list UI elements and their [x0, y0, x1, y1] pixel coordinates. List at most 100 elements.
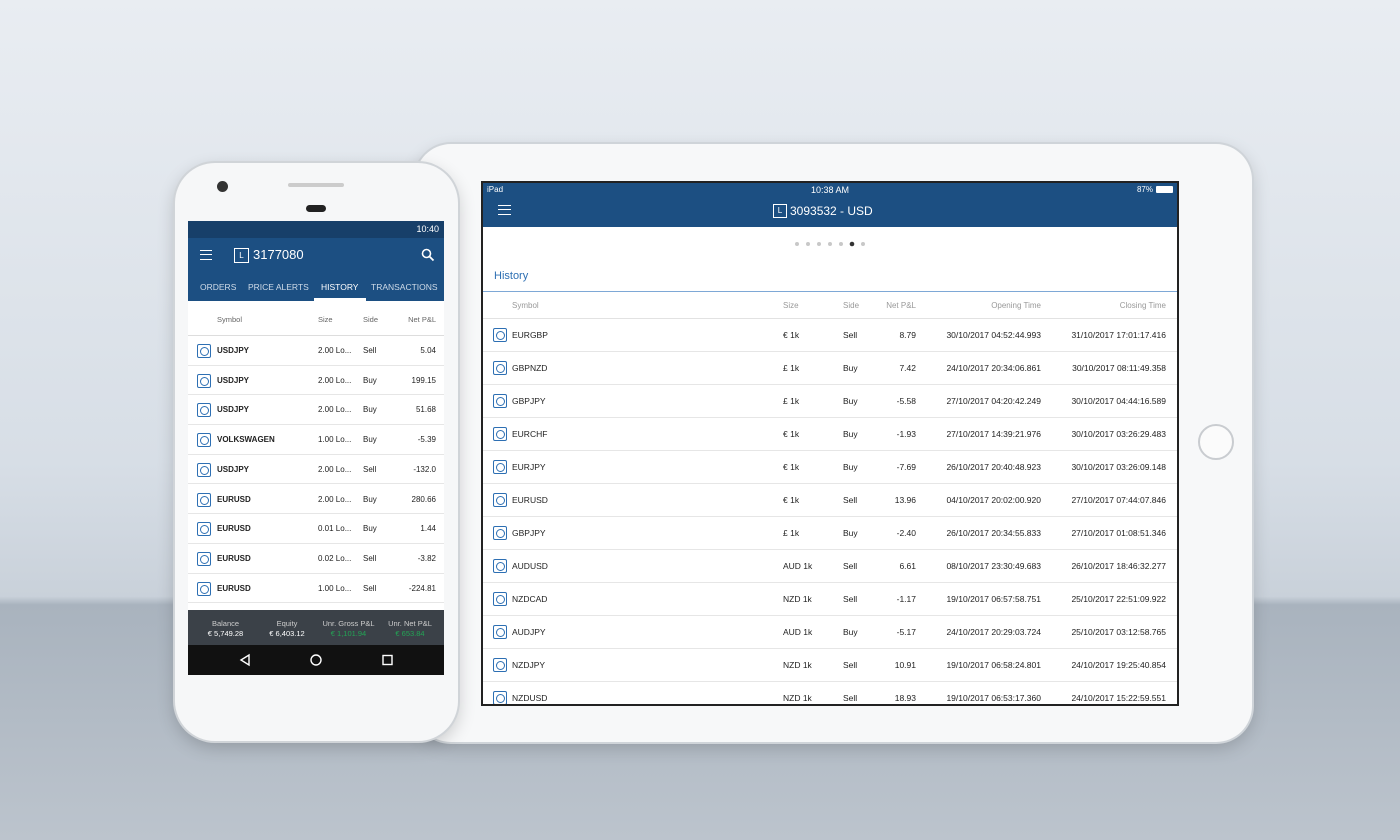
history-row[interactable]: GBPNZD £ 1k Buy 7.42 24/10/2017 20:34:06.861…	[483, 352, 1177, 385]
history-row[interactable]: EURUSD € 1k Sell 13.96 04/10/2017 20:02:00.9…	[483, 484, 1177, 517]
cell: Sell	[843, 495, 858, 505]
history-row[interactable]: NZDUSD NZD 1k Sell 18.93 19/10/2017 06:53:17…	[483, 682, 1177, 704]
history-row[interactable]: GBPJPY £ 1k Buy -2.40 26/10/2017 20:34:55.83…	[483, 517, 1177, 550]
row-icon	[493, 592, 507, 606]
cell: Buy	[843, 528, 858, 538]
tablet-header	[483, 183, 1177, 227]
column-header: Side	[363, 315, 379, 324]
history-row[interactable]: EURCHF € 1k Buy -1.93 27/10/2017 14:39:21.97…	[483, 418, 1177, 451]
cell: USDJPY	[217, 346, 250, 355]
history-row[interactable]: GBPJPY £ 1k Buy -5.58 27/10/2017 04:20:42.24…	[483, 385, 1177, 418]
cell: 30/10/2017 04:52:44.993	[946, 330, 1041, 340]
history-row[interactable]: VOLKSWAGEN 1.00 Lo... Buy -5.39	[188, 425, 444, 455]
column-header: Closing Time	[1119, 301, 1166, 310]
cell: 30/10/2017 08:11:49.358	[1072, 363, 1166, 373]
row-icon	[197, 581, 211, 596]
tab[interactable]: HISTORY	[321, 282, 359, 292]
cell: EURUSD	[217, 553, 251, 563]
cell: EURUSD	[217, 524, 251, 534]
row-icon	[493, 361, 507, 375]
cell: € 1k	[783, 462, 800, 472]
history-row[interactable]: EURUSD 0.01 Lo... Buy 1.44	[188, 514, 444, 544]
history-row[interactable]: USDJPY 2.00 Lo... Sell -132.0	[188, 455, 444, 485]
cell: 27/10/2017 14:39:21.976	[946, 429, 1041, 439]
cell: 08/10/2017 23:30:49.683	[946, 561, 1041, 571]
cell: -2.40	[896, 528, 916, 538]
cell: Buy	[363, 494, 377, 504]
cell: 24/10/2017 15:22:59.551	[1071, 693, 1166, 703]
history-row[interactable]: EURUSD 1.00 Lo... Sell -224.81	[188, 574, 444, 604]
history-row[interactable]: NZDJPY NZD 1k Sell 10.91 19/10/2017 06:58:24…	[483, 649, 1177, 682]
phone-status-bar	[188, 221, 444, 238]
footer-value: € 6,403.12	[269, 629, 305, 638]
tab-indicator	[314, 298, 366, 301]
history-row[interactable]: USDJPY 2.00 Lo... Buy 51.68	[188, 395, 444, 426]
cell: Buy	[843, 396, 858, 406]
cell: 18.93	[894, 693, 916, 703]
history-row[interactable]: AUDJPY AUD 1k Buy -5.17 24/10/2017 20:29:03.…	[483, 616, 1177, 649]
cell: AUDUSD	[512, 561, 548, 571]
phone-screen: 10:40 L 3177080 ORDERS PRICE ALERTS HISTOR…	[188, 221, 444, 675]
footer-value: € 653.84	[395, 629, 425, 638]
history-row[interactable]: EURJPY € 1k Buy -7.69 26/10/2017 20:40:48.92…	[483, 451, 1177, 484]
cell: 13.96	[894, 495, 916, 505]
cell: 7.42	[899, 363, 916, 373]
nav-buttons[interactable]	[238, 653, 398, 667]
footer-value: € 1,101.94	[330, 629, 367, 638]
cell: 19/10/2017 06:57:58.751	[946, 594, 1041, 604]
cell: £ 1k	[783, 528, 800, 538]
history-row[interactable]: USDJPY 2.00 Lo... Buy 199.15	[188, 366, 444, 396]
section-title: History	[494, 270, 529, 282]
tab[interactable]: PRICE ALERTS	[248, 282, 309, 292]
cell: -132.0	[413, 464, 436, 474]
row-icon	[197, 373, 211, 388]
cell: Sell	[363, 583, 377, 593]
cell: £ 1k	[783, 396, 800, 406]
cell: GBPJPY	[512, 528, 546, 538]
column-header: Opening Time	[991, 301, 1041, 310]
row-icon	[493, 559, 507, 573]
history-row[interactable]: AUDUSD AUD 1k Sell 6.61 08/10/2017 23:30:49.…	[483, 550, 1177, 583]
cell: 19/10/2017 06:53:17.360	[946, 693, 1041, 703]
history-row[interactable]: USDJPY 2.00 Lo... Sell 5.04	[188, 336, 444, 366]
menu-button[interactable]	[200, 250, 212, 260]
cell: AUDJPY	[512, 627, 546, 637]
history-row[interactable]: EURGBP € 1k Sell 8.79 30/10/2017 04:52:44.99…	[483, 319, 1177, 352]
row-icon	[197, 551, 211, 566]
search-button[interactable]	[421, 248, 435, 262]
column-header: Symbol	[512, 301, 539, 310]
cell: -5.39	[417, 435, 436, 445]
history-row[interactable]: EURUSD 2.00 Lo... Buy 280.66	[188, 485, 444, 515]
menu-button[interactable]	[498, 205, 511, 215]
cell: Sell	[363, 553, 377, 563]
footer-value: € 5,749.28	[207, 629, 244, 638]
cell: Sell	[843, 660, 858, 670]
cell: VOLKSWAGEN	[217, 435, 275, 445]
cell: -5.17	[896, 627, 916, 637]
cell: EURUSD	[217, 583, 251, 593]
status-time: 10:38 AM	[810, 185, 850, 195]
cell: £ 1k	[783, 363, 800, 373]
tab[interactable]: TRANSACTIONS	[371, 282, 438, 292]
cell: EURUSD	[512, 495, 548, 505]
cell: 30/10/2017 03:26:29.483	[1071, 429, 1166, 439]
cell: 25/10/2017 03:12:58.765	[1071, 627, 1166, 637]
row-icon	[493, 526, 507, 540]
cell: NZD 1k	[783, 660, 812, 670]
status-time: 10:40	[416, 224, 439, 234]
nav-bar	[188, 645, 444, 675]
cell: € 1k	[783, 429, 800, 439]
cell: 10.91	[894, 660, 916, 670]
cell: USDJPY	[217, 375, 250, 385]
cell: 19/10/2017 06:58:24.801	[946, 660, 1041, 670]
tab[interactable]: ORDERS	[200, 282, 237, 292]
history-row[interactable]: EURUSD 0.02 Lo... Sell -3.82	[188, 544, 444, 574]
cell: Buy	[843, 429, 858, 439]
cell: 24/10/2017 20:29:03.724	[946, 627, 1041, 637]
history-row[interactable]: NZDCAD NZD 1k Sell -1.17 19/10/2017 06:57:58…	[483, 583, 1177, 616]
row-icon	[493, 691, 507, 704]
phone-camera	[217, 181, 228, 192]
footer-label: Equity	[276, 619, 298, 628]
phone-sensor	[306, 205, 326, 212]
